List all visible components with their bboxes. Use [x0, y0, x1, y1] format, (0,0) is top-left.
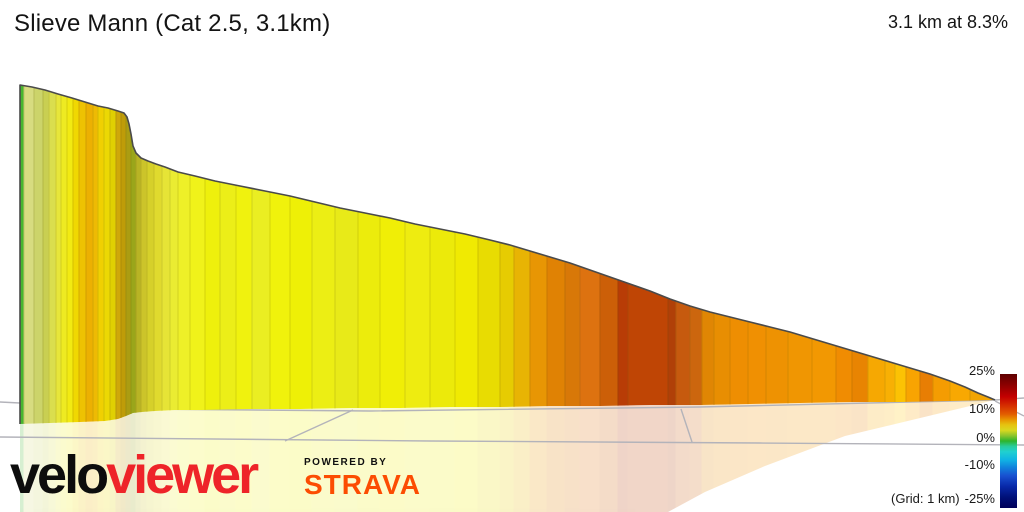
profile-wall — [20, 85, 995, 424]
strava-logo: STRAVA — [304, 469, 421, 500]
profile-outline — [19, 84, 996, 424]
logo-velo: velo — [10, 445, 109, 505]
grid-note: (Grid: 1 km) — [891, 491, 960, 506]
powered-by-label: POWERED BY — [304, 457, 388, 468]
gradient-colorbar — [1000, 374, 1017, 508]
legend-tick-25: 25% — [968, 363, 995, 378]
logo-viewer: viewer — [106, 445, 259, 505]
page-title: Slieve Mann (Cat 2.5, 3.1km) — [14, 10, 331, 37]
strava-attribution: POWERED BY STRAVA — [304, 457, 421, 499]
legend-tick-neg10: -10% — [964, 457, 995, 472]
legend-tick-neg25: -25% — [964, 491, 995, 506]
legend-tick-10: 10% — [968, 401, 995, 416]
legend-tick-0: 0% — [976, 430, 995, 445]
legend-grid-note-row: (Grid: 1 km) -25% — [891, 491, 995, 506]
climb-summary: 3.1 km at 8.3% — [887, 12, 1008, 32]
veloviewer-logo: veloviewer — [10, 448, 259, 502]
